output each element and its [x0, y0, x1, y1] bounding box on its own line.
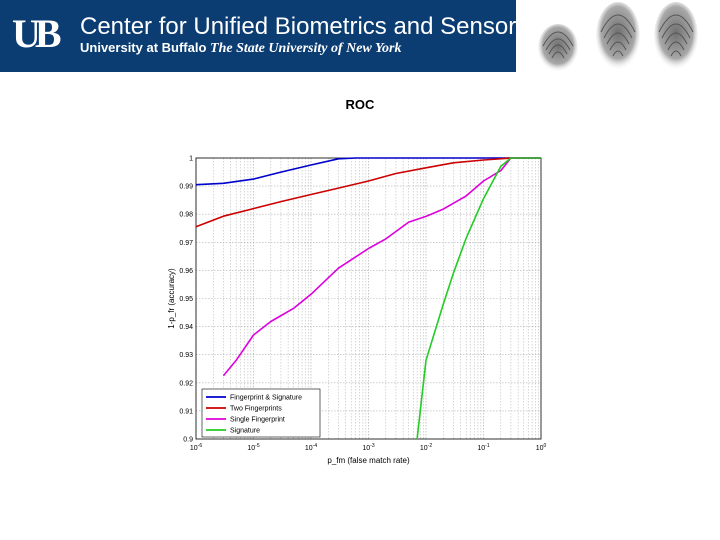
y-tick-label: 0.9 [183, 437, 193, 444]
legend-entry: Signature [230, 428, 260, 435]
university-name: University at Buffalo [80, 40, 207, 55]
header-banner: UB Center for Unified Biometrics and Sen… [0, 0, 528, 72]
fingerprint-icon [538, 24, 578, 72]
x-tick-label: 100 [536, 443, 547, 452]
university-state-name: The State University of New York [210, 41, 402, 56]
x-tick-label: 10-3 [362, 443, 374, 452]
y-tick-label: 0.92 [179, 380, 193, 387]
x-tick-label: 10-4 [305, 443, 317, 452]
y-tick-label: 0.99 [179, 184, 193, 191]
x-tick-label: 10-5 [247, 443, 259, 452]
fingerprint-icon [654, 2, 698, 70]
series-line [416, 157, 541, 440]
series-line [195, 157, 541, 186]
ub-logo: UB [12, 11, 62, 56]
y-axis-label: 1-p_fr (accuracy) [167, 268, 176, 329]
x-tick-label: 10-1 [477, 443, 489, 452]
y-tick-label: 0.93 [179, 352, 193, 359]
fingerprint-icon [596, 2, 640, 70]
legend-entry: Two Fingerprints [230, 406, 282, 413]
x-tick-label: 10-6 [190, 443, 202, 452]
y-tick-label: 0.96 [179, 268, 193, 275]
y-tick-label: 0.91 [179, 408, 193, 415]
legend-entry: Fingerprint & Signature [230, 395, 302, 402]
y-tick-label: 0.94 [179, 324, 193, 331]
fingerprint-images [538, 2, 698, 72]
y-tick-label: 1 [189, 156, 193, 163]
roc-chart: 10-6 10-5 10-4 10-3 10-2 10-1 100 0.9 0.91 0.92 0.… [167, 156, 547, 466]
x-axis-label: p_fm (false match rate) [327, 456, 410, 465]
y-tick-label: 0.98 [179, 212, 193, 219]
university-subtitle: University at Buffalo The State Universi… [80, 40, 402, 56]
center-title: Center for Unified Biometrics and Sensor… [80, 13, 529, 40]
series-line [222, 157, 541, 377]
legend-entry: Single Fingerprint [230, 417, 285, 424]
y-tick-label: 0.95 [179, 296, 193, 303]
y-tick-label: 0.97 [179, 240, 193, 247]
series-line [195, 157, 541, 228]
x-tick-label: 10-2 [420, 443, 432, 452]
slide-title: ROC [345, 97, 375, 112]
